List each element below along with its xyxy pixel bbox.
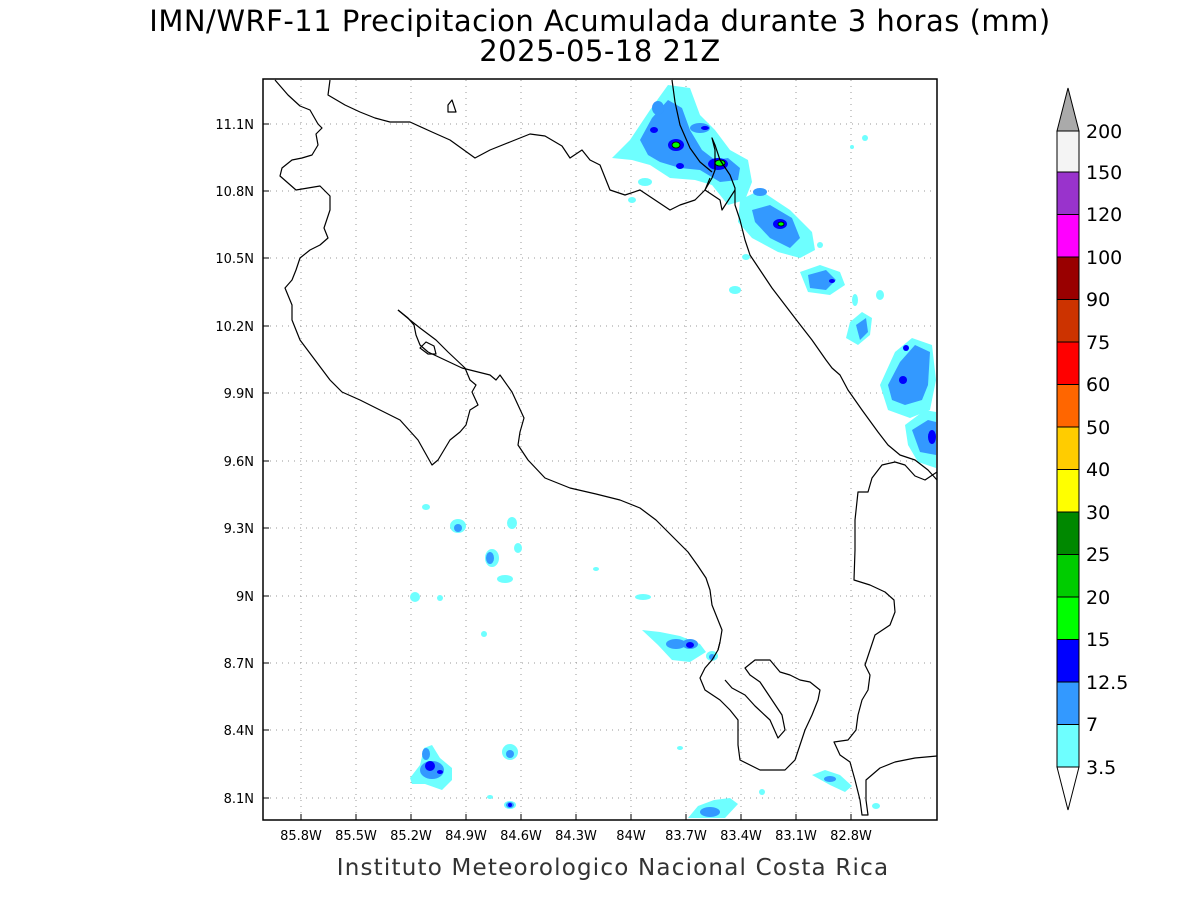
colorbar-swatch bbox=[1056, 256, 1080, 300]
lon-axis-labels: 85.8W 85.5W 85.2W 84.9W 84.6W 84.3W 84W … bbox=[280, 829, 872, 844]
colorbar-top-arrow bbox=[1056, 87, 1080, 132]
lat-tick-label: 10.8N bbox=[215, 185, 254, 200]
lon-tick-label: 85.2W bbox=[390, 829, 432, 844]
colorbar-label: 50 bbox=[1086, 417, 1110, 439]
colorbar-label: 120 bbox=[1086, 204, 1122, 226]
graticule bbox=[264, 80, 936, 819]
lon-tick-label: 82.8W bbox=[830, 829, 872, 844]
colorbar-label: 100 bbox=[1086, 247, 1122, 269]
colorbar-swatch bbox=[1056, 384, 1080, 428]
map-title: IMN/WRF-11 Precipitacion Acumulada duran… bbox=[149, 4, 1051, 38]
lat-tick-label: 9N bbox=[236, 590, 254, 605]
colorbar-bottom-arrow bbox=[1056, 766, 1080, 811]
colorbar-swatch bbox=[1056, 724, 1080, 768]
colorbar-label: 200 bbox=[1086, 121, 1122, 143]
lon-tick-label: 83.7W bbox=[665, 829, 707, 844]
lon-tick-label: 85.8W bbox=[280, 829, 322, 844]
colorbar-label: 7 bbox=[1086, 714, 1098, 736]
colorbar bbox=[1056, 87, 1080, 811]
lat-tick-label: 9.9N bbox=[224, 387, 254, 402]
colorbar-label: 60 bbox=[1086, 374, 1110, 396]
map-frame bbox=[262, 78, 938, 821]
colorbar-swatch bbox=[1056, 341, 1080, 385]
colorbar-label: 40 bbox=[1086, 459, 1110, 481]
lat-tick-label: 8.7N bbox=[224, 657, 254, 672]
colorbar-label: 30 bbox=[1086, 502, 1110, 524]
lat-tick-label: 10.2N bbox=[215, 320, 254, 335]
colorbar-swatch bbox=[1056, 214, 1080, 258]
lat-axis-labels: 11.1N 10.8N 10.5N 10.2N 9.9N 9.6N 9.3N 9… bbox=[215, 118, 254, 807]
colorbar-swatch bbox=[1056, 511, 1080, 555]
colorbar-label: 15 bbox=[1086, 629, 1110, 651]
lon-tick-label: 83.1W bbox=[775, 829, 817, 844]
colorbar-swatch bbox=[1056, 171, 1080, 215]
lat-tick-label: 8.4N bbox=[224, 724, 254, 739]
colorbar-label: 12.5 bbox=[1086, 672, 1128, 694]
lon-tick-label: 83.4W bbox=[720, 829, 762, 844]
map-subtitle: 2025-05-18 21Z bbox=[479, 34, 721, 68]
colorbar-swatch bbox=[1056, 469, 1080, 513]
colorbar-label: 90 bbox=[1086, 289, 1110, 311]
lat-tick-label: 9.6N bbox=[224, 455, 254, 470]
colorbar-labels: 3.5 7 12.5 15 20 25 30 40 50 60 75 90 10… bbox=[1086, 121, 1128, 779]
colorbar-swatch bbox=[1056, 596, 1080, 640]
lat-tick-label: 10.5N bbox=[215, 252, 254, 267]
coastlines bbox=[274, 79, 938, 816]
colorbar-label: 75 bbox=[1086, 332, 1110, 354]
colorbar-label: 150 bbox=[1086, 162, 1122, 184]
lat-tick-label: 9.3N bbox=[224, 522, 254, 537]
colorbar-swatch bbox=[1056, 681, 1080, 725]
lon-tick-label: 85.5W bbox=[335, 829, 377, 844]
colorbar-label: 20 bbox=[1086, 587, 1110, 609]
colorbar-label: 25 bbox=[1086, 544, 1110, 566]
tick-marks bbox=[263, 123, 852, 820]
colorbar-swatch bbox=[1056, 426, 1080, 470]
colorbar-swatch bbox=[1056, 639, 1080, 683]
lat-tick-label: 8.1N bbox=[224, 792, 254, 807]
colorbar-swatch bbox=[1056, 130, 1080, 173]
lat-tick-label: 11.1N bbox=[215, 118, 254, 133]
footer-credit: Instituto Meteorologico Nacional Costa R… bbox=[336, 855, 890, 881]
lon-tick-label: 84.3W bbox=[555, 829, 597, 844]
colorbar-swatch bbox=[1056, 299, 1080, 343]
lon-tick-label: 84.6W bbox=[500, 829, 542, 844]
colorbar-swatch bbox=[1056, 554, 1080, 598]
precipitation-field bbox=[410, 85, 936, 818]
colorbar-label: 3.5 bbox=[1086, 757, 1116, 779]
lon-tick-label: 84W bbox=[616, 829, 646, 844]
lon-tick-label: 84.9W bbox=[445, 829, 487, 844]
